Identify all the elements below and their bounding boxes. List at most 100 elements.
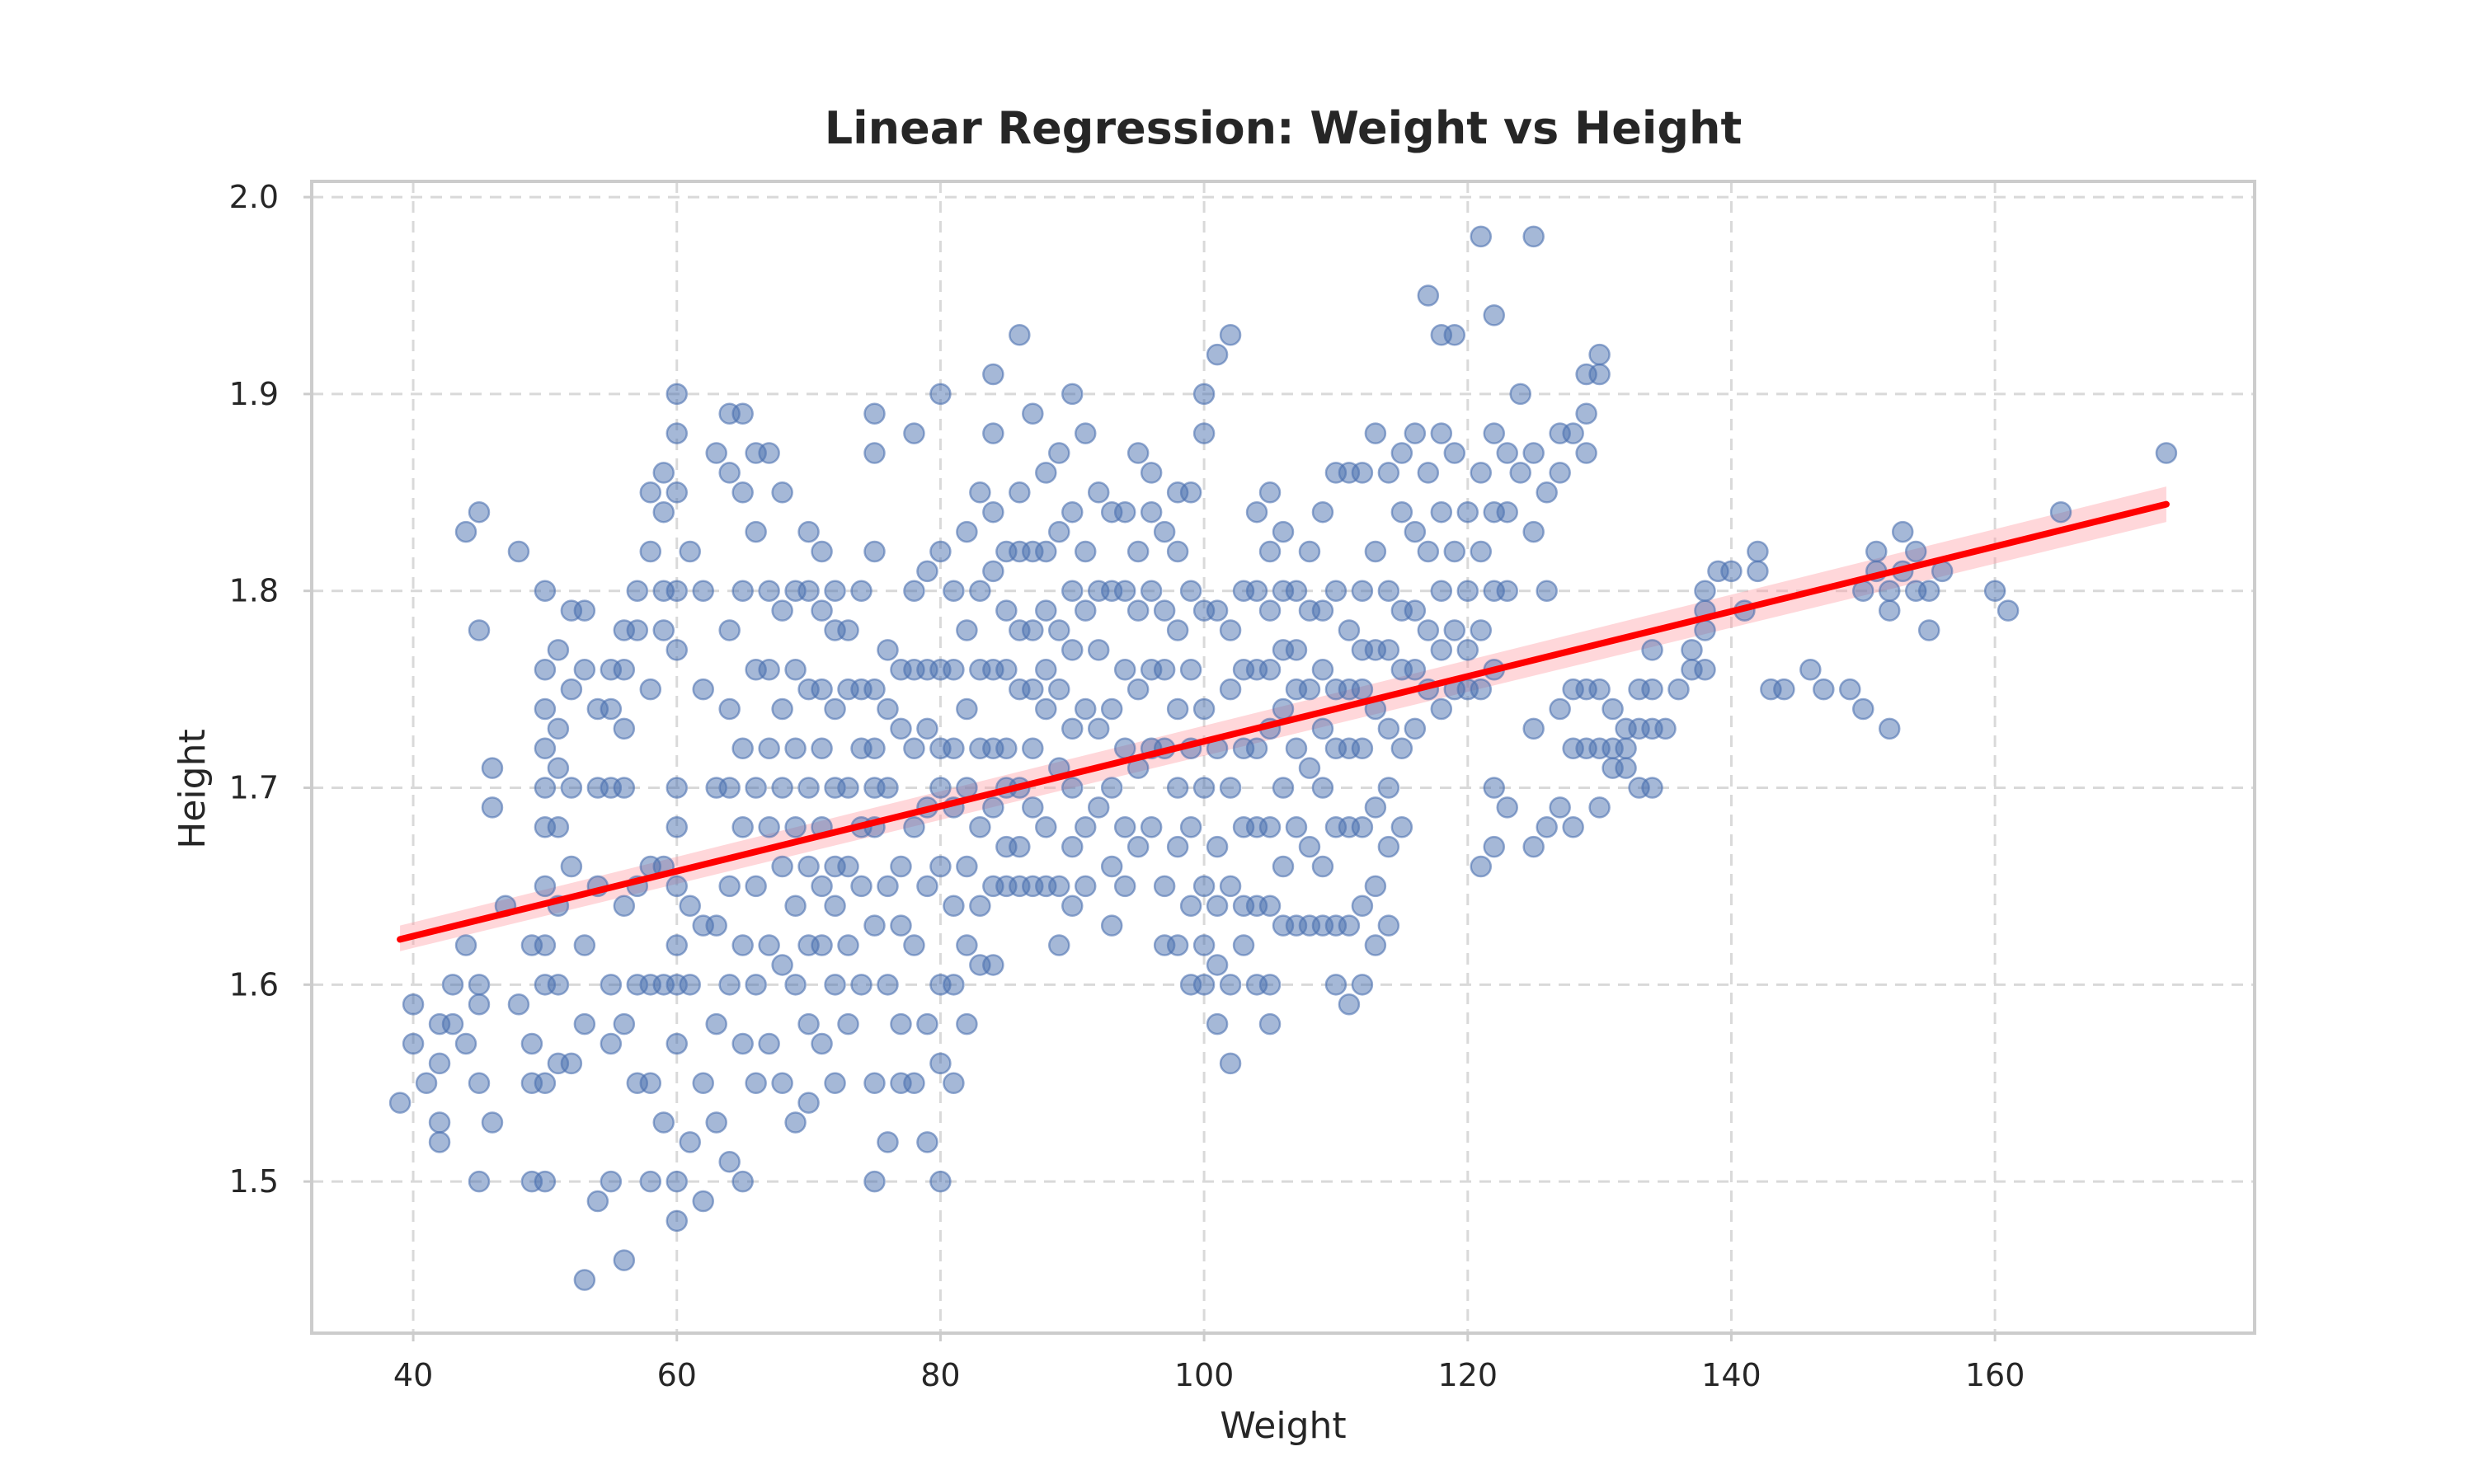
data-point	[758, 658, 780, 681]
data-point	[666, 580, 688, 602]
data-point	[1048, 442, 1070, 464]
y-axis-ticks: 1.5 1.6 1.7 1.8 1.9 2.0	[229, 179, 312, 1200]
data-point	[877, 974, 899, 996]
data-point	[1048, 678, 1070, 701]
data-point	[731, 934, 754, 956]
data-point	[1258, 895, 1282, 918]
data-point	[415, 1072, 438, 1094]
data-point	[1311, 717, 1334, 740]
data-point	[468, 619, 491, 641]
data-point	[1113, 875, 1136, 898]
data-point	[1061, 639, 1084, 661]
data-point	[534, 1072, 557, 1094]
data-point	[1549, 796, 1571, 819]
data-point	[679, 974, 701, 996]
data-point	[811, 540, 833, 563]
data-point	[718, 875, 741, 898]
data-point	[1219, 777, 1242, 799]
data-point	[1061, 500, 1084, 524]
data-point	[797, 520, 820, 543]
data-point	[824, 580, 846, 602]
data-point	[837, 1012, 859, 1036]
data-point	[692, 678, 714, 701]
data-point	[916, 875, 938, 898]
data-point	[771, 481, 793, 504]
data-point	[1022, 678, 1044, 701]
data-point	[824, 974, 846, 996]
data-point	[1588, 363, 1611, 386]
x-tick-label: 160	[1965, 1357, 2025, 1393]
data-point	[1496, 580, 1518, 602]
data-point	[1364, 796, 1387, 819]
data-point	[1074, 599, 1097, 622]
data-point	[1588, 678, 1611, 701]
data-point	[745, 520, 767, 543]
data-point	[1113, 580, 1136, 602]
data-point	[666, 1209, 688, 1233]
data-point	[1192, 422, 1216, 444]
data-point	[1364, 422, 1387, 444]
data-point	[758, 934, 780, 956]
data-point	[1245, 580, 1268, 602]
data-point	[863, 442, 886, 464]
grid-lines	[312, 181, 2255, 1333]
data-point	[2155, 442, 2178, 464]
data-point	[1536, 816, 1558, 838]
data-point	[547, 816, 570, 838]
data-point	[1364, 875, 1387, 898]
data-point	[1048, 619, 1070, 641]
data-point	[916, 1131, 938, 1153]
data-point	[666, 875, 688, 898]
data-point	[1258, 1012, 1282, 1036]
data-point	[1747, 540, 1769, 563]
data-point	[1258, 599, 1282, 622]
data-point	[613, 1249, 636, 1271]
data-point	[837, 777, 859, 799]
data-point	[1522, 835, 1545, 858]
data-point	[1219, 875, 1242, 898]
data-point	[1483, 835, 1505, 858]
data-point	[1417, 462, 1440, 484]
data-point	[1126, 678, 1150, 701]
data-point	[758, 580, 780, 602]
data-point	[1074, 816, 1097, 838]
data-point	[916, 717, 938, 740]
data-point	[1166, 619, 1189, 641]
data-point	[1140, 462, 1163, 484]
data-point	[652, 500, 675, 524]
data-point	[1456, 580, 1479, 602]
data-point	[1285, 580, 1308, 602]
data-point	[1351, 580, 1374, 602]
data-point	[797, 777, 820, 799]
data-point	[1496, 442, 1518, 464]
data-point	[863, 402, 886, 425]
data-point	[1126, 540, 1150, 563]
data-point	[956, 619, 978, 641]
data-point	[797, 1012, 820, 1036]
data-point	[1100, 914, 1123, 937]
data-point	[863, 540, 886, 563]
data-point	[1192, 697, 1216, 721]
x-tick-label: 140	[1701, 1357, 1761, 1393]
data-point	[745, 777, 767, 799]
data-point	[850, 580, 872, 602]
data-point	[1483, 422, 1505, 444]
data-point	[1009, 835, 1031, 858]
data-point	[982, 422, 1004, 444]
data-point	[1390, 500, 1413, 524]
data-point	[731, 580, 754, 602]
data-point	[652, 462, 675, 484]
data-point	[969, 580, 991, 602]
data-point	[758, 442, 780, 464]
data-point	[1351, 678, 1374, 701]
data-point	[982, 954, 1004, 976]
y-tick-label: 2.0	[229, 179, 279, 215]
data-point	[507, 993, 530, 1016]
data-point	[745, 974, 767, 996]
data-point	[1311, 658, 1334, 681]
data-point	[877, 697, 899, 721]
data-point	[890, 717, 912, 740]
data-point	[1153, 599, 1176, 622]
data-point	[1074, 875, 1097, 898]
x-tick-label: 100	[1174, 1357, 1235, 1393]
